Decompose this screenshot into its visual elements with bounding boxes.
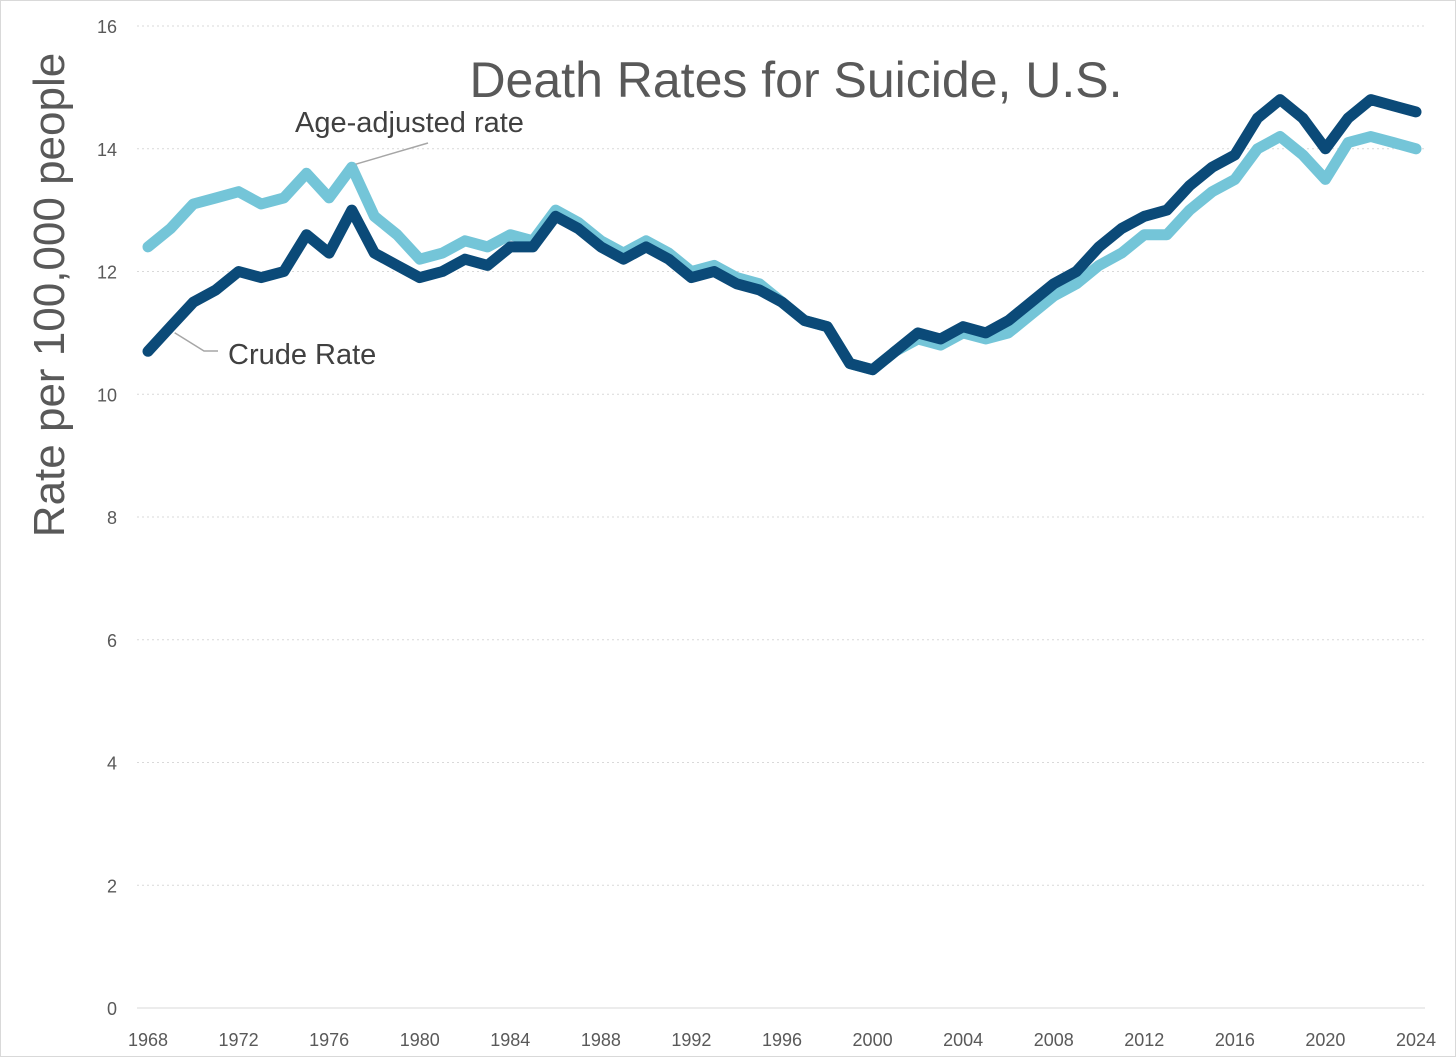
y-axis-label: Rate per 100,000 people	[25, 53, 74, 537]
x-tick-label: 2024	[1396, 1030, 1436, 1050]
chart-title: Death Rates for Suicide, U.S.	[469, 52, 1122, 108]
series-line-crude-rate	[142, 94, 1422, 376]
x-tick-label: 1984	[490, 1030, 530, 1050]
y-tick-label: 4	[107, 754, 117, 774]
x-tick-label: 1996	[762, 1030, 802, 1050]
y-tick-label: 14	[97, 140, 117, 160]
x-tick-label: 1976	[309, 1030, 349, 1050]
y-tick-label: 2	[107, 876, 117, 896]
x-tick-label: 2016	[1215, 1030, 1255, 1050]
gridlines	[137, 25, 1425, 1009]
annotation-crude-rate: Crude Rate	[228, 339, 376, 371]
y-tick-label: 6	[107, 631, 117, 651]
annotation-age-adjusted-rate: Age-adjusted rate	[295, 107, 524, 139]
annotations: Age-adjusted rate Crude Rate	[174, 107, 524, 371]
y-tick-label: 16	[97, 17, 117, 37]
x-tick-label: 2008	[1034, 1030, 1074, 1050]
x-axis-ticks: 1968 1972 1976 1980 1984 1988 1992 1996 2000 2004…	[128, 1030, 1436, 1050]
x-tick-label: 2000	[853, 1030, 893, 1050]
y-axis-ticks: 0 2 4 6 8 10 12 14 16	[97, 17, 117, 1019]
x-tick-label: 2012	[1124, 1030, 1164, 1050]
x-tick-label: 2004	[943, 1030, 983, 1050]
y-tick-label: 0	[107, 999, 117, 1019]
series-lines	[142, 94, 1422, 376]
y-tick-label: 12	[97, 263, 117, 283]
x-tick-label: 1980	[400, 1030, 440, 1050]
x-tick-label: 1968	[128, 1030, 168, 1050]
x-tick-label: 1988	[581, 1030, 621, 1050]
x-tick-label: 2020	[1305, 1030, 1345, 1050]
x-tick-label: 1992	[671, 1030, 711, 1050]
y-tick-label: 8	[107, 508, 117, 528]
annotation-leader-crude-rate	[174, 332, 218, 352]
y-tick-label: 10	[97, 385, 117, 405]
series-line-age-adjusted-rate	[142, 131, 1422, 376]
annotation-leader-age-adjusted	[355, 142, 429, 165]
x-tick-label: 1972	[219, 1030, 259, 1050]
